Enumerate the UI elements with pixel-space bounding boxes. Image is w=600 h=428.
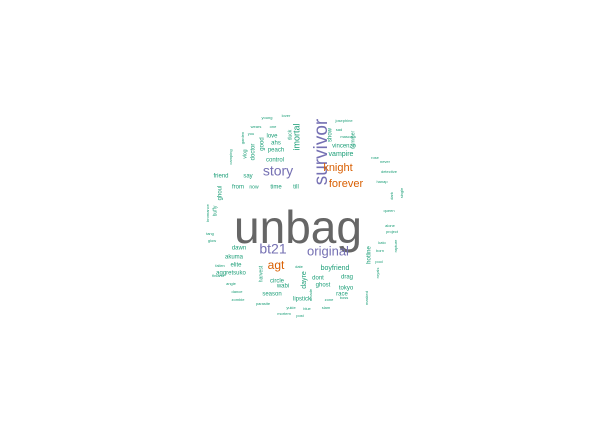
cloud-word-boss: boss <box>340 295 348 300</box>
cloud-word-control: control <box>266 158 284 164</box>
cloud-word-dance: dance <box>232 289 244 294</box>
cloud-word-duck: duck <box>287 129 293 140</box>
cloud-word-zone: zone <box>325 297 334 302</box>
cloud-word-alone: alone <box>385 223 396 228</box>
cloud-word-arcade: arcade <box>308 288 313 301</box>
cloud-word-friend: friend <box>213 174 228 180</box>
cloud-word-aggretsuko: aggretsuko <box>216 271 246 277</box>
cloud-word-story: story <box>263 163 293 179</box>
cloud-word-josephine: josephine <box>334 118 353 123</box>
cloud-word-royals: royals <box>375 268 380 279</box>
cloud-word-rose: rose <box>371 155 380 160</box>
cloud-word-project: project <box>386 229 399 234</box>
cloud-word-season: season <box>262 292 281 298</box>
cloud-word-fallen: fallen <box>215 263 225 268</box>
cloud-word-drag: drag <box>341 275 353 281</box>
cloud-word-tang: tang <box>206 231 214 236</box>
cloud-word-peach: peach <box>268 148 284 154</box>
cloud-word-mascara: mascara <box>340 134 356 139</box>
cloud-word-born: born <box>376 248 384 253</box>
cloud-word-dayre: dayre <box>301 271 308 289</box>
cloud-word-original: original <box>307 243 349 258</box>
cloud-word-till: till <box>293 185 299 191</box>
cloud-word-finland: finland <box>212 273 224 278</box>
cloud-word-slam: slam <box>322 305 331 310</box>
cloud-word-forever: forever <box>329 178 364 190</box>
cloud-word-agt: agt <box>268 258 285 272</box>
cloud-word-elite: elite <box>230 263 242 269</box>
cloud-word-tokyo: tokyo <box>339 286 354 292</box>
cloud-word-akuma: akuma <box>225 255 244 261</box>
cloud-word-bt21: bt21 <box>259 241 286 257</box>
cloud-word-yukie: yukie <box>286 305 296 310</box>
cloud-word-parasite: parasite <box>256 301 271 306</box>
cloud-word-lipstick: lipstick <box>293 297 312 303</box>
cloud-word-wears: wears <box>251 124 262 129</box>
cloud-word-dont: dont <box>312 276 324 282</box>
cloud-word-post: post <box>296 313 304 318</box>
cloud-word-vlog: vlog <box>242 149 248 158</box>
cloud-word-doctor: doctor <box>251 144 257 161</box>
cloud-word-dawn: dawn <box>232 246 246 252</box>
cloud-word-kato: kato <box>378 240 386 245</box>
cloud-word-hanap: hanap <box>376 179 388 184</box>
cloud-word-imortal: imortal <box>291 123 301 150</box>
cloud-word-say: say <box>243 174 252 180</box>
cloud-word-blue: blue <box>303 306 311 311</box>
cloud-word-survivor: survivor <box>311 118 332 185</box>
cloud-word-knight: knight <box>323 162 352 174</box>
cloud-word-hotline: hotline <box>367 246 373 264</box>
cloud-word-rapture: rapture <box>393 239 398 252</box>
cloud-word-wabi: wabi <box>276 284 289 290</box>
cloud-word-buffy: buffy <box>212 205 218 216</box>
cloud-word-single: single <box>399 187 404 198</box>
cloud-word-ghost: ghost <box>316 283 331 289</box>
cloud-word-vincenzo: vincenzo <box>332 144 356 150</box>
cloud-word-from: from <box>232 185 244 191</box>
cloud-word-time: time <box>270 185 282 191</box>
cloud-word-queen: queen <box>383 208 394 213</box>
cloud-word-you: you <box>248 131 254 136</box>
cloud-word-date: date <box>295 264 304 269</box>
cloud-word-harvest: harvest <box>258 265 264 282</box>
cloud-word-mortem: mortem <box>277 311 291 316</box>
cloud-word-glow: glow <box>208 238 216 243</box>
cloud-word-garden: garden <box>240 132 245 144</box>
cloud-word-love: love <box>266 134 278 140</box>
cloud-word-lover: lover <box>282 113 291 118</box>
cloud-word-masked: masked <box>364 291 369 305</box>
cloud-word-ahs: ahs <box>271 141 281 147</box>
cloud-word-sad: sad <box>336 127 342 132</box>
cloud-word-camping: camping <box>228 149 233 164</box>
cloud-word-one: one <box>270 124 277 129</box>
cloud-word-never: never <box>380 159 391 164</box>
cloud-word-now: now <box>249 184 259 190</box>
cloud-word-circle: circle <box>270 279 285 285</box>
cloud-word-detective: detective <box>381 169 398 174</box>
cloud-word-nummer: nummer <box>350 130 356 149</box>
cloud-word-good: good <box>260 137 266 150</box>
cloud-word-zombie: zombie <box>232 297 246 302</box>
cloud-word-angie: angie <box>226 281 237 286</box>
cloud-word-show: show <box>328 127 334 142</box>
cloud-word-ghoul: ghoul <box>218 186 224 201</box>
cloud-word-race: race <box>336 292 348 298</box>
cloud-word-young: young <box>262 115 273 120</box>
cloud-word-dark: dark <box>389 192 394 200</box>
cloud-word-vampire: vampire <box>329 151 354 158</box>
cloud-word-unbag: unbag <box>234 201 362 253</box>
cloud-word-bromance: bromance <box>205 203 210 222</box>
cloud-word-boyfriend: boyfriend <box>321 265 350 272</box>
cloud-word-pool: pool <box>375 259 383 264</box>
